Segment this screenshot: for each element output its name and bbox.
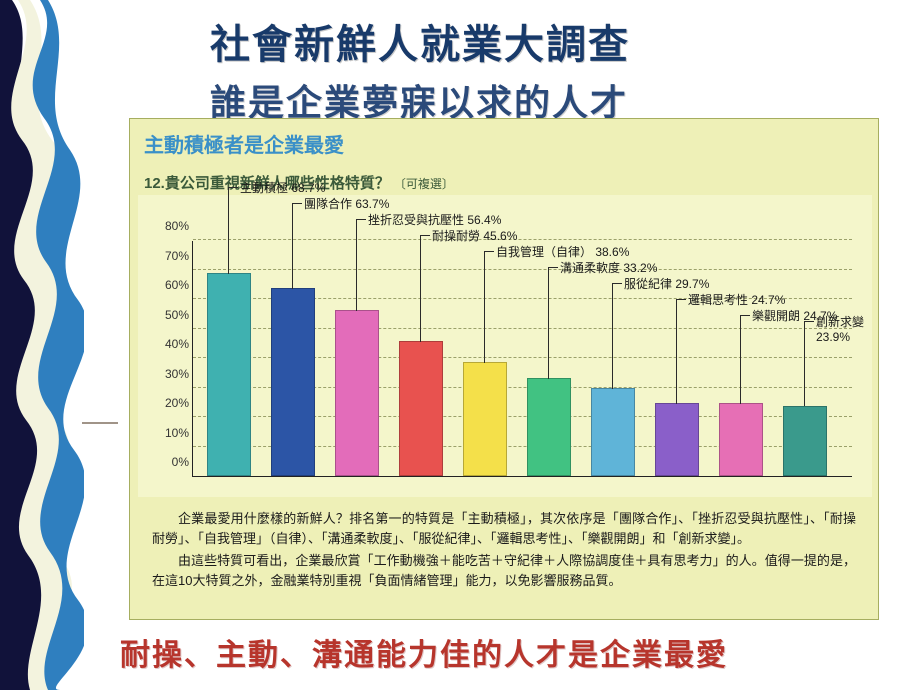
bar-label: 服從紀律 29.7% bbox=[624, 275, 709, 292]
leader-line bbox=[484, 251, 485, 363]
footer-paragraph-2: 由這些特質可看出，企業最欣賞「工作動機強＋能吃苦＋守紀律＋人際協調度佳＋具有思考… bbox=[152, 551, 856, 591]
y-axis-tick: 70% bbox=[153, 249, 193, 263]
question-number: 12. bbox=[144, 175, 165, 192]
bar-label: 團隊合作 63.7% bbox=[304, 195, 389, 212]
bar-label: 創新求變23.9% bbox=[816, 313, 870, 344]
bar-label: 邏輯思考性 24.7% bbox=[688, 291, 785, 308]
leader-line bbox=[292, 203, 293, 289]
y-axis-tick: 60% bbox=[153, 278, 193, 292]
bar-label: 自我管理（自律） 38.6% bbox=[496, 243, 629, 260]
y-axis-tick: 80% bbox=[153, 219, 193, 233]
bar bbox=[719, 403, 763, 476]
chart-panel: 主動積極者是企業最愛 12.貴公司重視新鮮人哪些性格特質？〔可複選〕 0%10%… bbox=[129, 118, 879, 620]
leader-line bbox=[356, 219, 366, 220]
bar bbox=[271, 288, 315, 476]
leader-line bbox=[228, 187, 238, 188]
y-axis-tick: 20% bbox=[153, 396, 193, 410]
leader-line bbox=[740, 315, 750, 316]
leader-line bbox=[676, 299, 677, 404]
bar-label: 主動積極 68.7% bbox=[240, 179, 325, 196]
bar bbox=[591, 388, 635, 476]
y-axis-tick: 50% bbox=[153, 308, 193, 322]
bar bbox=[527, 378, 571, 476]
leader-line bbox=[548, 267, 558, 268]
leader-line bbox=[228, 187, 229, 274]
bar-label: 耐操耐勞 45.6% bbox=[432, 227, 517, 244]
slide-title-block: 社會新鮮人就業大調查 誰是企業夢寐以求的人才 bbox=[210, 12, 630, 126]
leader-line bbox=[676, 299, 686, 300]
bar bbox=[399, 341, 443, 476]
bar bbox=[655, 403, 699, 476]
y-axis-tick: 30% bbox=[153, 367, 193, 381]
bar-label: 溝通柔軟度 33.2% bbox=[560, 259, 657, 276]
leader-line bbox=[420, 235, 430, 236]
chart-area: 0%10%20%30%40%50%60%70%80%主動積極 68.7%團隊合作… bbox=[138, 195, 872, 497]
bar bbox=[207, 273, 251, 476]
leader-line bbox=[804, 321, 805, 406]
accent-line bbox=[82, 422, 118, 424]
leader-line bbox=[356, 219, 357, 311]
bar bbox=[335, 310, 379, 476]
leader-line bbox=[484, 251, 494, 252]
panel-footer-text: 企業最愛用什麼樣的新鮮人？排名第一的特質是「主動積極」，其次依序是「團隊合作」、… bbox=[130, 497, 878, 592]
leader-line bbox=[548, 267, 549, 379]
leader-line bbox=[292, 203, 302, 204]
leader-line bbox=[804, 321, 814, 322]
plot-area: 0%10%20%30%40%50%60%70%80% bbox=[192, 241, 852, 477]
y-axis-tick: 40% bbox=[153, 337, 193, 351]
bar bbox=[783, 406, 827, 477]
y-axis-tick: 10% bbox=[153, 426, 193, 440]
slide-title: 社會新鮮人就業大調查 bbox=[210, 12, 630, 70]
panel-header: 主動積極者是企業最愛 bbox=[130, 119, 878, 162]
bar-label: 挫折忍受與抗壓性 56.4% bbox=[368, 211, 501, 228]
leader-line bbox=[420, 235, 421, 342]
question-hint: 〔可複選〕 bbox=[394, 177, 454, 191]
leader-line bbox=[612, 283, 622, 284]
leader-line bbox=[612, 283, 613, 389]
leader-line bbox=[740, 315, 741, 404]
y-axis-tick: 0% bbox=[153, 455, 193, 469]
left-ribbon-decoration bbox=[0, 0, 84, 690]
footer-paragraph-1: 企業最愛用什麼樣的新鮮人？排名第一的特質是「主動積極」，其次依序是「團隊合作」、… bbox=[152, 509, 856, 549]
slide-conclusion: 耐操、主動、溝通能力佳的人才是企業最愛 bbox=[120, 630, 728, 674]
bar bbox=[463, 362, 507, 476]
